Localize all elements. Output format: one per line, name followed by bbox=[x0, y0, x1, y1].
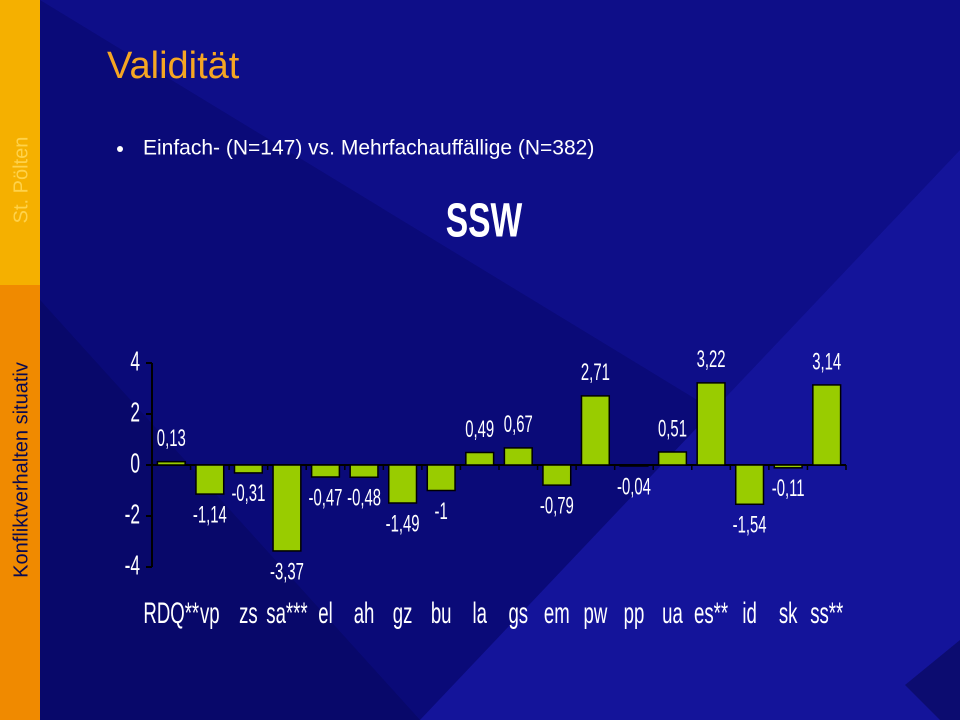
y-tick-label: -2 bbox=[125, 498, 140, 529]
value-label: -1 bbox=[435, 498, 448, 524]
value-label: 0,13 bbox=[157, 426, 186, 452]
bar bbox=[426, 464, 456, 492]
bar bbox=[773, 464, 803, 469]
bar bbox=[657, 451, 688, 466]
bar bbox=[272, 464, 302, 552]
x-tick-label: gs bbox=[508, 596, 528, 630]
value-label: -0,48 bbox=[347, 485, 381, 511]
value-label: -0,11 bbox=[772, 476, 805, 502]
x-tick-label: zs bbox=[239, 596, 258, 630]
bullet-dot bbox=[117, 146, 123, 152]
bar bbox=[696, 382, 726, 466]
bar bbox=[233, 464, 264, 474]
bar bbox=[349, 464, 379, 478]
background-shape bbox=[420, 150, 960, 720]
x-tick-label: el bbox=[318, 596, 332, 630]
sidebar-bottom bbox=[0, 285, 40, 720]
value-label: -0,04 bbox=[617, 474, 651, 500]
value-label: -1,14 bbox=[193, 502, 227, 528]
bar bbox=[310, 464, 341, 478]
y-tick-label: 2 bbox=[130, 396, 140, 427]
x-tick-label: ss** bbox=[810, 596, 843, 630]
bullet-text: Einfach- (N=147) vs. Mehrfachauffällige … bbox=[143, 137, 594, 160]
x-tick-label: es** bbox=[694, 596, 728, 630]
y-tick-label: 0 bbox=[130, 447, 140, 478]
value-label: 3,22 bbox=[697, 347, 726, 373]
chart-title: SSW bbox=[446, 193, 523, 247]
x-tick-label: pw bbox=[584, 596, 608, 630]
value-label: -1,54 bbox=[733, 512, 767, 538]
value-label: 0,51 bbox=[658, 416, 687, 442]
x-tick-label: ah bbox=[354, 596, 375, 630]
x-tick-label: RDQ** bbox=[143, 596, 199, 630]
y-tick-label: 4 bbox=[130, 345, 140, 376]
x-tick-label: pp bbox=[624, 596, 645, 630]
x-tick-label: gz bbox=[393, 596, 413, 630]
bar bbox=[465, 451, 495, 466]
bar bbox=[812, 384, 842, 466]
sidebar-bottom-text: Konfliktverhalten situativ bbox=[10, 362, 32, 578]
value-label: 0,67 bbox=[504, 412, 533, 438]
x-tick-label: id bbox=[742, 596, 756, 630]
value-label: -1,49 bbox=[386, 511, 420, 537]
background-shape bbox=[40, 300, 420, 720]
bar bbox=[542, 464, 572, 486]
bar bbox=[734, 464, 765, 506]
bar bbox=[195, 464, 225, 495]
value-label: -0,79 bbox=[540, 493, 574, 519]
x-tick-label: bu bbox=[431, 596, 452, 630]
value-label: 2,71 bbox=[581, 360, 610, 386]
x-tick-label: ua bbox=[662, 596, 683, 630]
y-tick-label: -4 bbox=[125, 549, 140, 580]
value-label: 3,14 bbox=[812, 349, 841, 375]
value-label: 0,49 bbox=[465, 416, 494, 442]
x-tick-label: la bbox=[472, 596, 487, 630]
value-label: -0,31 bbox=[231, 481, 265, 507]
bar bbox=[156, 460, 186, 466]
x-tick-label: vp bbox=[200, 596, 220, 630]
bar bbox=[619, 464, 649, 467]
bar bbox=[503, 447, 533, 466]
sidebar-top bbox=[0, 0, 40, 285]
slide-title: Validität bbox=[107, 45, 240, 87]
x-tick-label: sa*** bbox=[266, 596, 308, 630]
sidebar-top-text: St. Pölten bbox=[10, 137, 32, 224]
value-label: -0,47 bbox=[309, 485, 343, 511]
x-tick-label: sk bbox=[779, 596, 798, 630]
x-tick-label: em bbox=[544, 596, 570, 630]
corner-shape bbox=[905, 640, 960, 720]
value-label: -3,37 bbox=[270, 559, 304, 585]
bar bbox=[580, 395, 611, 466]
bar bbox=[387, 464, 418, 504]
